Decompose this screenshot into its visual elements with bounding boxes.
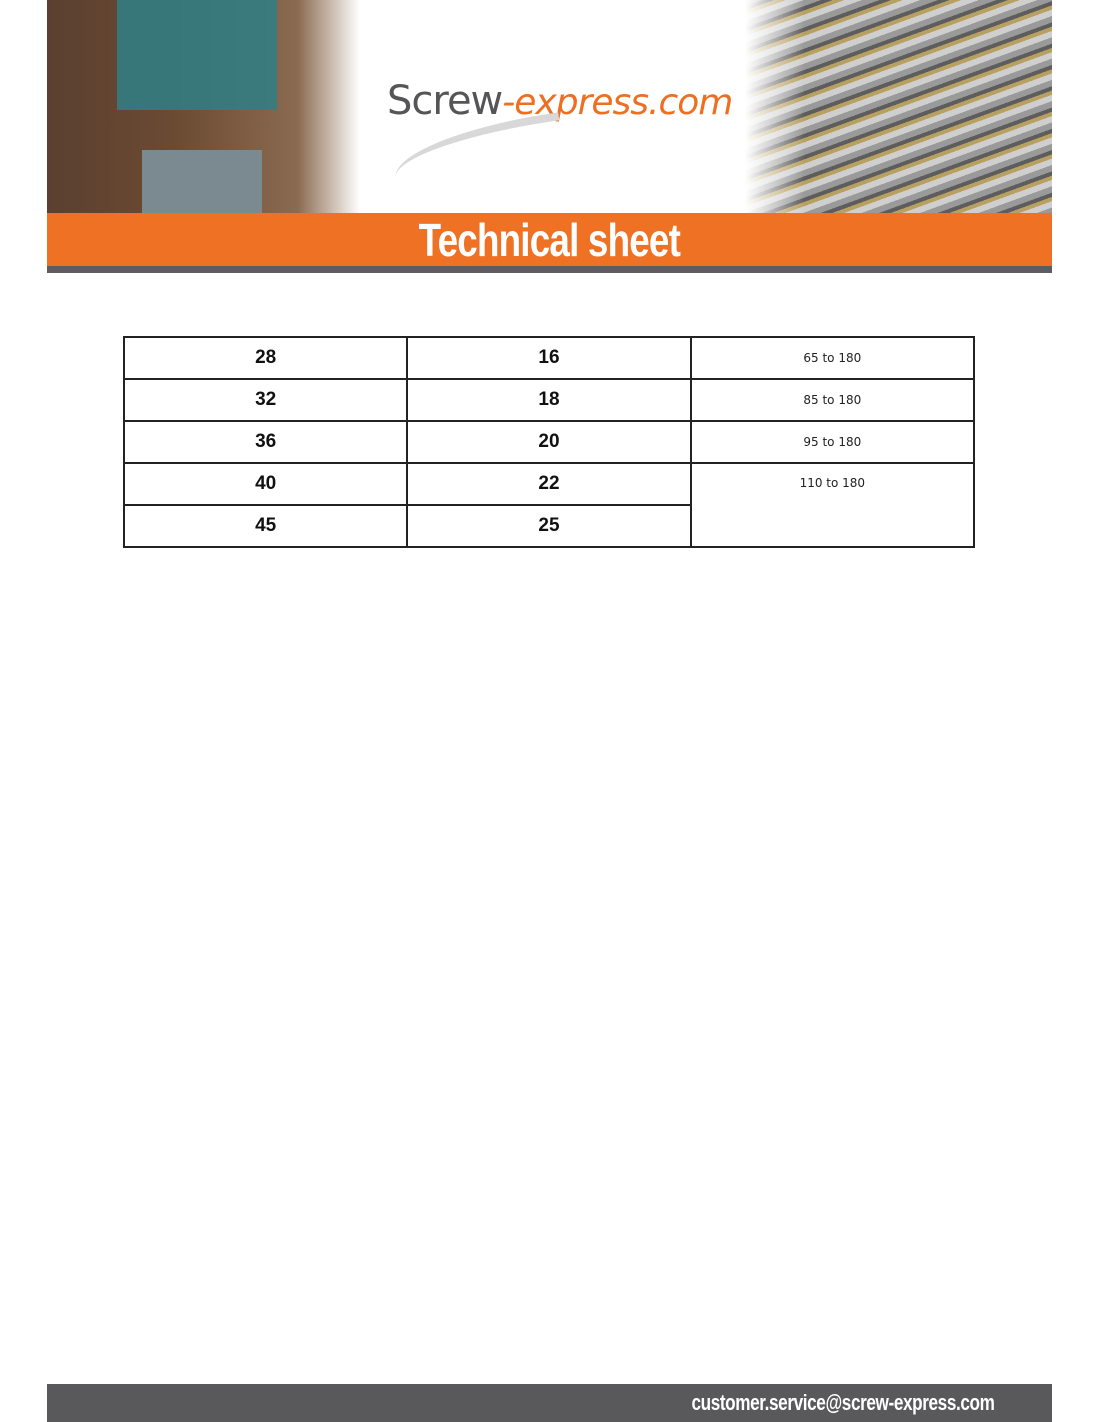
- table-row: 40 22 110 to 180: [122, 462, 976, 548]
- logo-text-1: Screw: [387, 78, 503, 124]
- footer: customer.service@screw-express.com: [47, 1384, 1052, 1422]
- cell: 22: [406, 462, 692, 506]
- cell: 110 to 180: [689, 462, 976, 548]
- cell: 85 to 180: [689, 378, 976, 422]
- title-bar: Technical sheet: [47, 213, 1052, 266]
- logo: Screw-express.com: [387, 78, 733, 124]
- cell: 95 to 180: [689, 420, 976, 464]
- table-row: 45 25: [122, 504, 974, 548]
- cell: 36: [122, 420, 409, 464]
- table-row: 36 20 95 to 180: [122, 420, 976, 464]
- header-banner: Screw-express.com: [47, 0, 1052, 213]
- footer-email: customer.service@screw-express.com: [690, 1390, 994, 1415]
- screws-photo: [745, 0, 1052, 213]
- cell: 32: [122, 378, 409, 422]
- cell: 65 to 180: [689, 336, 976, 380]
- cell: 28: [122, 336, 409, 380]
- tools-photo: [47, 0, 360, 213]
- table-row: 28 16 65 to 180: [122, 336, 976, 380]
- cell: 40: [122, 462, 409, 506]
- cell: 45: [122, 504, 409, 548]
- page-title: Technical sheet: [418, 214, 681, 266]
- cell: 18: [406, 378, 692, 422]
- cell: 20: [406, 420, 692, 464]
- divider: [47, 266, 1052, 273]
- cell: 16: [406, 336, 692, 380]
- spec-table: 28 16 65 to 180 32 18 85 to 180 36 20 95…: [122, 336, 976, 548]
- cell: 25: [406, 504, 692, 548]
- table-row: 32 18 85 to 180: [122, 378, 976, 422]
- logo-text-2: -express.com: [502, 82, 733, 123]
